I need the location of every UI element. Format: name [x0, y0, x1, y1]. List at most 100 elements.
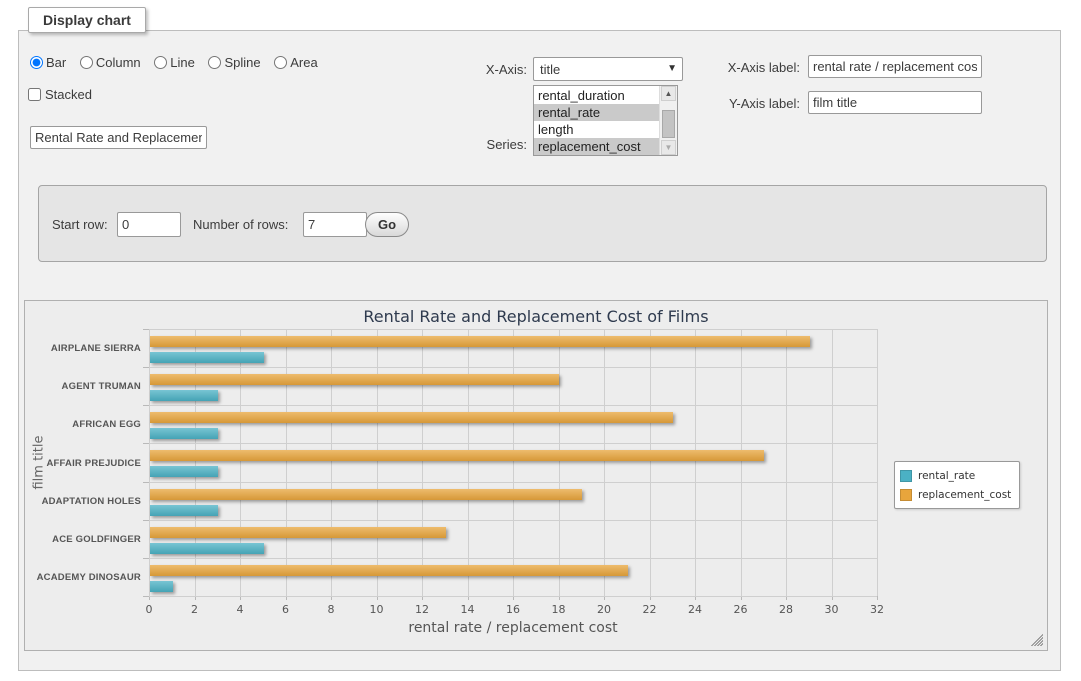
bar-replacement_cost	[150, 565, 628, 576]
start-row-input[interactable]	[117, 212, 181, 237]
x-tick-label: 4	[225, 603, 255, 616]
scrollbar-thumb[interactable]	[662, 110, 675, 138]
gridline-v	[286, 329, 287, 596]
bar-replacement_cost	[150, 336, 810, 347]
radio-spline-input[interactable]	[208, 56, 221, 69]
series-option-rental-duration[interactable]: rental_duration	[534, 87, 660, 104]
chart-title: Rental Rate and Replacement Cost of Film…	[25, 307, 1047, 326]
stacked-row: Stacked	[28, 87, 92, 102]
y-tick	[143, 367, 149, 368]
gridline-v	[149, 329, 150, 596]
y-axis-label-label: Y-Axis label:	[700, 96, 800, 111]
gridline-h	[149, 329, 877, 330]
y-tick	[143, 558, 149, 559]
gridline-h	[149, 367, 877, 368]
chart-container: Rental Rate and Replacement Cost of Film…	[24, 300, 1048, 651]
radio-area-input[interactable]	[274, 56, 287, 69]
gridline-h	[149, 405, 877, 406]
x-tick-label: 16	[498, 603, 528, 616]
stacked-checkbox[interactable]	[28, 88, 41, 101]
gridline-h	[149, 443, 877, 444]
number-of-rows-input[interactable]	[303, 212, 367, 237]
series-list-label: Series:	[460, 137, 527, 152]
bar-rental_rate	[150, 352, 264, 363]
gridline-h	[149, 558, 877, 559]
gridline-h	[149, 520, 877, 521]
gridline-v	[604, 329, 605, 596]
y-tick	[143, 405, 149, 406]
radio-column[interactable]: Column	[80, 55, 141, 70]
gridline-v	[877, 329, 878, 596]
gridline-v	[195, 329, 196, 596]
series-option-length[interactable]: length	[534, 121, 660, 138]
y-tick	[143, 443, 149, 444]
category-label: AIRPLANE SIERRA	[25, 343, 141, 354]
series-multiselect[interactable]: rental_duration rental_rate length repla…	[533, 85, 678, 156]
radio-area[interactable]: Area	[274, 55, 317, 70]
bar-replacement_cost	[150, 527, 446, 538]
radio-bar-input[interactable]	[30, 56, 43, 69]
y-axis-label-input[interactable]	[808, 91, 982, 114]
resize-handle-icon[interactable]	[1031, 634, 1043, 646]
axis-line	[149, 596, 877, 597]
gridline-v	[331, 329, 332, 596]
gridline-v	[695, 329, 696, 596]
series-options: rental_duration rental_rate length repla…	[534, 87, 660, 155]
x-tick-label: 22	[635, 603, 665, 616]
x-axis-select[interactable]: title ▼	[533, 57, 683, 81]
x-axis-selected-value: title	[540, 62, 560, 77]
gridline-v	[513, 329, 514, 596]
bar-replacement_cost	[150, 374, 559, 385]
x-tick-label: 26	[726, 603, 756, 616]
x-tick-label: 20	[589, 603, 619, 616]
x-tick-label: 30	[817, 603, 847, 616]
bar-rental_rate	[150, 466, 218, 477]
radio-column-input[interactable]	[80, 56, 93, 69]
gridline-v	[741, 329, 742, 596]
start-row-label: Start row:	[52, 217, 108, 232]
series-option-rental-rate[interactable]: rental_rate	[534, 104, 660, 121]
row-range-panel	[38, 185, 1047, 262]
x-axis-label-input[interactable]	[808, 55, 982, 78]
bar-rental_rate	[150, 428, 218, 439]
y-axis-title: film title	[32, 392, 47, 532]
x-tick-label: 10	[362, 603, 392, 616]
x-axis-label-label: X-Axis label:	[700, 60, 800, 75]
bar-rental_rate	[150, 581, 173, 592]
go-button[interactable]: Go	[365, 212, 409, 237]
chart-type-radios: Bar Column Line Spline Area	[30, 55, 328, 70]
series-scrollbar[interactable]: ▲ ▼	[659, 86, 677, 155]
y-tick	[143, 482, 149, 483]
x-tick-label: 24	[680, 603, 710, 616]
x-tick-label: 18	[544, 603, 574, 616]
legend-label: rental_rate	[918, 470, 975, 482]
legend-item-replacement_cost[interactable]: replacement_cost	[900, 485, 1011, 504]
series-option-replacement-cost[interactable]: replacement_cost	[534, 138, 660, 155]
chevron-down-icon: ▼	[667, 63, 677, 74]
chart-legend: rental_rate replacement_cost	[894, 461, 1020, 509]
gridline-v	[240, 329, 241, 596]
chart-title-input[interactable]	[30, 126, 207, 149]
fieldset-legend: Display chart	[28, 7, 146, 33]
gridline-v	[422, 329, 423, 596]
gridline-v	[377, 329, 378, 596]
scroll-down-icon[interactable]: ▼	[661, 140, 676, 155]
stacked-checkbox-label[interactable]: Stacked	[28, 87, 92, 102]
bar-rental_rate	[150, 543, 264, 554]
gridline-v	[650, 329, 651, 596]
gridline-h	[149, 482, 877, 483]
x-tick-label: 12	[407, 603, 437, 616]
x-tick	[877, 596, 878, 600]
category-label: ACADEMY DINOSAUR	[25, 572, 141, 583]
x-axis-title: rental rate / replacement cost	[149, 620, 877, 636]
scroll-up-icon[interactable]: ▲	[661, 86, 676, 101]
radio-bar[interactable]: Bar	[30, 55, 66, 70]
radio-spline[interactable]: Spline	[208, 55, 260, 70]
x-axis-select-label: X-Axis:	[460, 62, 527, 77]
gridline-v	[468, 329, 469, 596]
y-tick	[143, 329, 149, 330]
x-tick-label: 8	[316, 603, 346, 616]
radio-line-input[interactable]	[154, 56, 167, 69]
legend-item-rental_rate[interactable]: rental_rate	[900, 466, 1011, 485]
radio-line[interactable]: Line	[154, 55, 195, 70]
